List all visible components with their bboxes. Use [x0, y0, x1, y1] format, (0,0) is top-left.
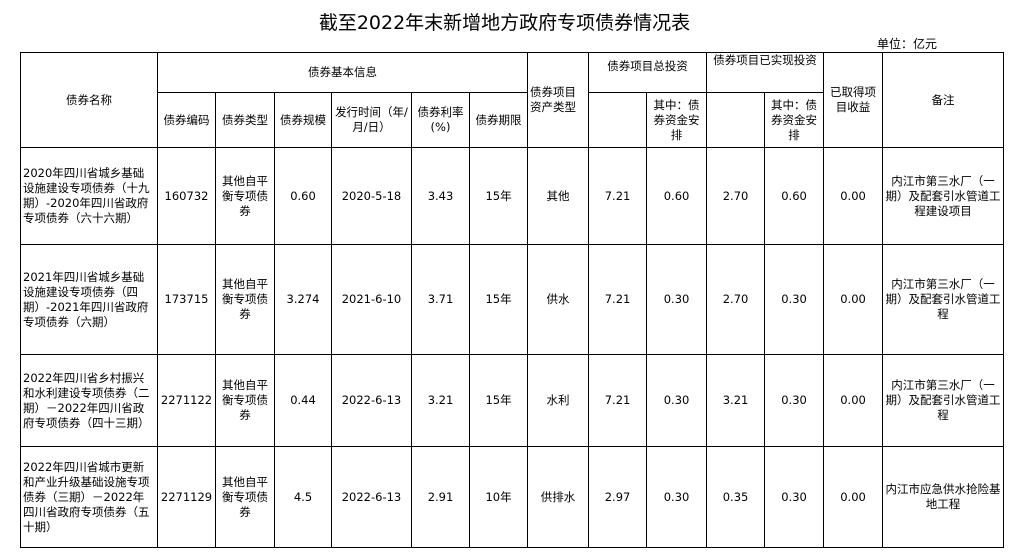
- cell-date: 2020-5-18: [331, 147, 412, 245]
- cell-realized: 0.35: [706, 446, 766, 548]
- header-total-sub: 其中：债券资金安排: [646, 92, 708, 148]
- cell-total-sub: 0.30: [646, 446, 708, 548]
- cell-income: 0.00: [823, 147, 884, 245]
- cell-asset: 其他: [527, 147, 590, 245]
- cell-total-sub: 0.60: [646, 147, 708, 245]
- cell-rate: 3.43: [411, 147, 470, 245]
- cell-name: 2020年四川省城乡基础设施建设专项债券（十九期）-2020年四川省政府专项债券…: [20, 147, 158, 245]
- cell-total: 7.21: [588, 244, 648, 355]
- cell-remark: 内江市第三水厂（一期）及配套引水管道工程: [882, 244, 1005, 355]
- cell-realized-sub: 0.30: [764, 354, 825, 447]
- cell-remark: 内江市第三水厂（一期）及配套引水管道工程: [882, 354, 1005, 447]
- cell-realized-sub: 0.30: [764, 446, 825, 548]
- cell-type: 其他自平衡专项债券: [215, 147, 275, 245]
- cell-type: 其他自平衡专项债券: [215, 446, 275, 548]
- header-rate: 债券利率(%): [411, 92, 470, 148]
- cell-realized: 3.21: [706, 354, 766, 447]
- cell-asset: 水利: [527, 354, 590, 447]
- cell-rate: 2.91: [411, 446, 470, 548]
- cell-code: 160732: [157, 147, 216, 245]
- cell-asset: 供排水: [527, 446, 590, 548]
- header-scale: 债券规模: [274, 92, 332, 148]
- header-type: 债券类型: [215, 92, 275, 148]
- cell-total-sub: 0.30: [646, 354, 708, 447]
- cell-remark: 内江市第三水厂（一期）及配套引水管道工程建设项目: [882, 147, 1005, 245]
- cell-remark: 内江市应急供水抢险基地工程: [882, 446, 1005, 548]
- cell-total: 7.21: [588, 147, 648, 245]
- header-term: 债券期限: [468, 92, 529, 148]
- cell-rate: 3.71: [411, 244, 470, 355]
- cell-asset: 供水: [527, 244, 590, 355]
- cell-total: 2.97: [588, 446, 648, 548]
- cell-total-sub: 0.30: [646, 244, 708, 355]
- cell-date: 2021-6-10: [331, 244, 412, 355]
- cell-term: 15年: [468, 147, 529, 245]
- header-asset: 债券项目资产类型: [527, 52, 590, 148]
- cell-total: 7.21: [588, 354, 648, 447]
- header-code: 债券编码: [157, 92, 216, 148]
- table-row: 2020年四川省城乡基础设施建设专项债券（十九期）-2020年四川省政府专项债券…: [20, 147, 1005, 245]
- bond-table: 债券名称 债券基本信息 债券项目资产类型 债券项目总投资 债券项目已实现投资 已…: [20, 52, 1005, 548]
- header-name: 债券名称: [20, 52, 158, 148]
- cell-income: 0.00: [823, 354, 884, 447]
- header-total-blank: [588, 92, 648, 148]
- cell-rate: 3.21: [411, 354, 470, 447]
- cell-realized-sub: 0.30: [764, 244, 825, 355]
- page-title: 截至2022年末新增地方政府专项债券情况表: [318, 12, 691, 34]
- cell-income: 0.00: [823, 446, 884, 548]
- cell-realized-sub: 0.60: [764, 147, 825, 245]
- cell-name: 2022年四川省城市更新和产业升级基础设施专项债券（三期）－2022年四川省政府…: [20, 446, 158, 548]
- cell-name: 2021年四川省城乡基础设施建设专项债券（四期）-2021年四川省政府专项债券（…: [20, 244, 158, 355]
- unit-label: 单位：亿元: [877, 37, 938, 51]
- header-basic: 债券基本信息: [156, 52, 529, 93]
- cell-income: 0.00: [823, 244, 884, 355]
- cell-term: 10年: [468, 446, 529, 548]
- cell-date: 2022-6-13: [331, 354, 412, 447]
- header-remark: 备注: [882, 52, 1005, 148]
- cell-term: 15年: [468, 244, 529, 355]
- cell-scale: 0.60: [274, 147, 332, 245]
- cell-type: 其他自平衡专项债券: [215, 354, 275, 447]
- cell-scale: 0.44: [274, 354, 332, 447]
- cell-type: 其他自平衡专项债券: [215, 244, 275, 355]
- table-row: 2022年四川省乡村振兴和水利建设专项债券（二期）－2022年四川省政府专项债券…: [20, 354, 1005, 447]
- cell-name: 2022年四川省乡村振兴和水利建设专项债券（二期）－2022年四川省政府专项债券…: [20, 354, 158, 447]
- header-realized: 债券项目已实现投资: [706, 52, 825, 93]
- cell-code: 2271129: [157, 446, 216, 548]
- header-income: 已取得项目收益: [823, 52, 884, 148]
- table-row: 2021年四川省城乡基础设施建设专项债券（四期）-2021年四川省政府专项债券（…: [20, 244, 1005, 355]
- header-date: 发行时间（年/月/日）: [331, 92, 412, 148]
- table-row: 2022年四川省城市更新和产业升级基础设施专项债券（三期）－2022年四川省政府…: [20, 446, 1005, 548]
- header-realized-blank: [706, 92, 766, 148]
- cell-code: 2271122: [157, 354, 216, 447]
- cell-scale: 4.5: [274, 446, 332, 548]
- cell-realized: 2.70: [706, 244, 766, 355]
- cell-realized: 2.70: [706, 147, 766, 245]
- cell-date: 2022-6-13: [331, 446, 412, 548]
- header-total: 债券项目总投资: [588, 52, 708, 93]
- cell-term: 15年: [468, 354, 529, 447]
- cell-code: 173715: [157, 244, 216, 355]
- cell-scale: 3.274: [274, 244, 332, 355]
- header-realized-sub: 其中：债券资金安排: [764, 92, 825, 148]
